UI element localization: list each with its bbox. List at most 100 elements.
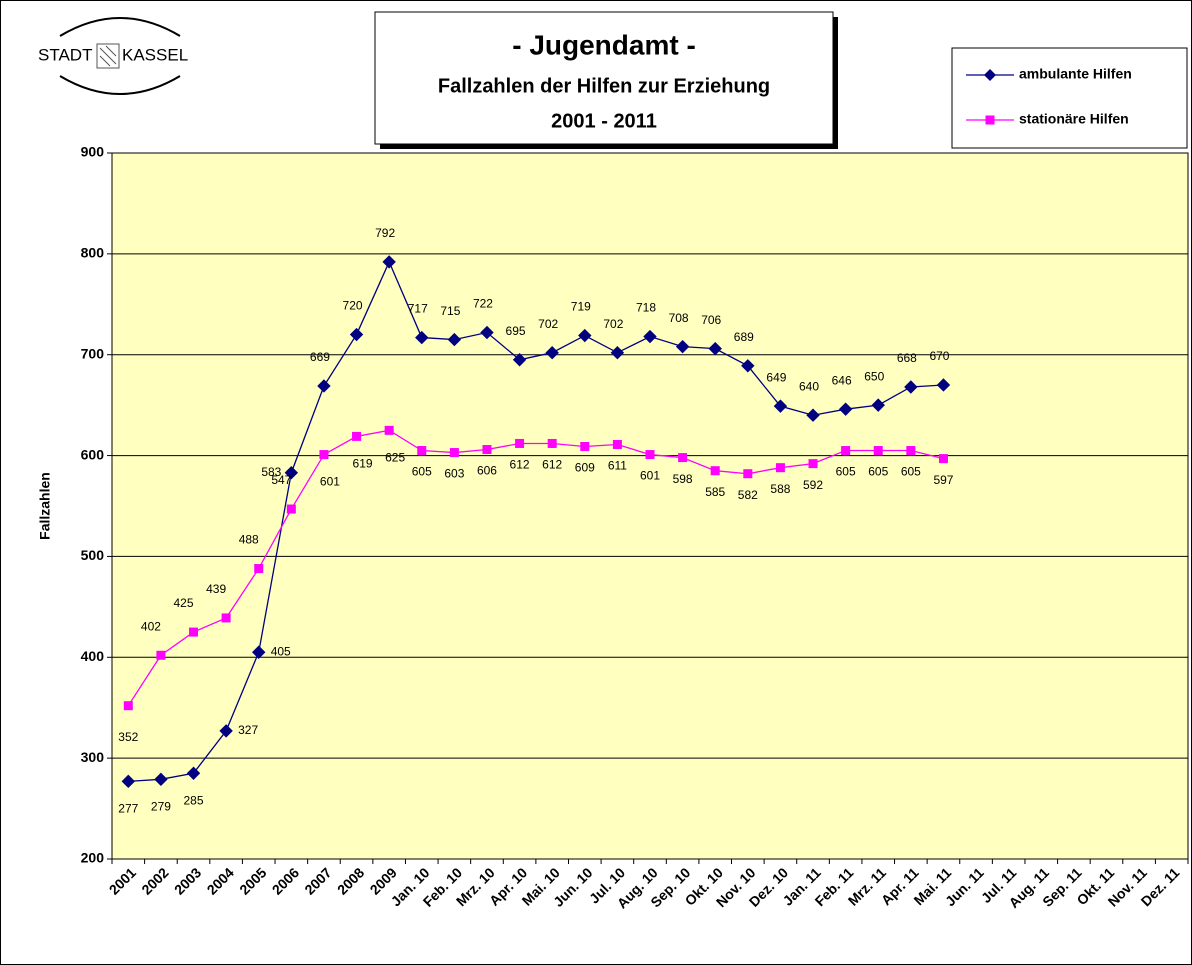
data-point	[773, 399, 788, 413]
data-label: 597	[933, 473, 953, 487]
chart-title: - Jugendamt -	[512, 29, 696, 60]
data-point	[286, 504, 296, 514]
data-label: 605	[412, 465, 432, 479]
data-point	[806, 408, 820, 422]
data-point	[838, 402, 853, 416]
data-label: 588	[770, 482, 790, 496]
data-label: 717	[408, 302, 428, 316]
data-point	[186, 766, 201, 780]
y-tick-label: 600	[81, 446, 105, 462]
data-point	[219, 724, 233, 738]
data-label: 405	[271, 644, 291, 658]
y-tick-label: 800	[81, 245, 105, 261]
data-label: 720	[343, 299, 363, 313]
data-point	[904, 380, 918, 394]
legend-label: ambulante Hilfen	[1019, 66, 1132, 82]
data-point	[447, 332, 462, 347]
data-point	[317, 379, 331, 393]
data-point	[873, 446, 883, 456]
data-label: 702	[538, 317, 558, 331]
data-label: 670	[929, 349, 949, 363]
data-point	[841, 446, 851, 456]
data-label: 279	[151, 799, 171, 813]
data-label: 582	[738, 488, 758, 502]
legend-marker	[984, 69, 996, 81]
data-label: 689	[734, 330, 754, 344]
y-tick-label: 900	[81, 144, 105, 160]
data-label: 598	[673, 472, 693, 486]
data-label: 547	[271, 473, 291, 487]
data-label: 402	[141, 619, 161, 633]
y-tick-label: 500	[81, 547, 105, 563]
data-point	[221, 613, 231, 623]
data-point	[352, 431, 362, 441]
data-point	[121, 774, 136, 789]
data-point	[512, 353, 527, 367]
data-point	[284, 466, 299, 480]
series-line	[128, 260, 944, 782]
data-label: 603	[444, 467, 464, 481]
data-label: 695	[506, 324, 526, 338]
logo: STADT KASSEL	[38, 17, 188, 95]
data-label: 646	[832, 373, 852, 387]
logo-arc	[59, 17, 181, 37]
data-point	[449, 448, 459, 458]
legend: ambulante Hilfen stationäre Hilfen	[951, 47, 1188, 149]
logo-text: KASSEL	[122, 45, 188, 64]
legend-marker	[985, 115, 995, 125]
data-point	[319, 450, 329, 460]
data-label: 285	[183, 793, 203, 807]
data-point	[349, 327, 364, 342]
data-label: 605	[901, 465, 921, 479]
plot-area	[111, 152, 1189, 860]
data-point	[610, 345, 625, 360]
y-axis-label: Fallzahlen	[37, 472, 53, 540]
data-point	[580, 441, 590, 451]
data-point	[417, 446, 427, 456]
data-point	[741, 359, 755, 373]
data-label: 719	[571, 300, 591, 314]
data-point	[384, 425, 394, 435]
data-point	[678, 453, 688, 463]
data-label: 649	[766, 370, 786, 384]
logo-crest-lines	[99, 45, 117, 67]
data-point	[415, 330, 429, 345]
data-point	[252, 645, 266, 659]
chart-subtitle: Fallzahlen der Hilfen zur Erziehung	[438, 75, 770, 97]
data-point	[938, 454, 948, 464]
data-label: 609	[575, 461, 595, 475]
data-label: 439	[206, 582, 226, 596]
data-point	[708, 341, 722, 356]
data-label: 605	[836, 465, 856, 479]
chart-subtitle: 2001 - 2011	[551, 110, 657, 132]
data-point	[743, 469, 753, 479]
title-box	[374, 11, 834, 145]
y-tick-label: 200	[81, 850, 105, 866]
data-label: 352	[118, 730, 138, 744]
series-line	[127, 429, 944, 707]
data-label: 606	[477, 464, 497, 478]
data-point	[936, 378, 951, 392]
data-point	[645, 450, 655, 460]
logo-arc	[59, 75, 181, 95]
data-label: 668	[897, 351, 917, 365]
data-label: 601	[640, 469, 660, 483]
data-point	[710, 466, 720, 476]
data-label: 706	[701, 313, 721, 327]
y-tick-label: 700	[81, 345, 105, 361]
data-point	[515, 438, 525, 448]
y-tick-label: 300	[81, 749, 105, 765]
data-point	[189, 627, 199, 637]
data-point	[545, 345, 559, 360]
data-label: 327	[238, 723, 258, 737]
data-point	[482, 445, 492, 455]
data-label: 619	[353, 457, 373, 471]
data-point	[480, 325, 494, 340]
data-label: 592	[803, 478, 823, 492]
data-label: 715	[440, 304, 460, 318]
data-label: 718	[636, 301, 656, 315]
data-label: 605	[868, 465, 888, 479]
data-point	[643, 329, 657, 344]
data-point	[547, 438, 557, 448]
legend-box	[951, 47, 1188, 149]
